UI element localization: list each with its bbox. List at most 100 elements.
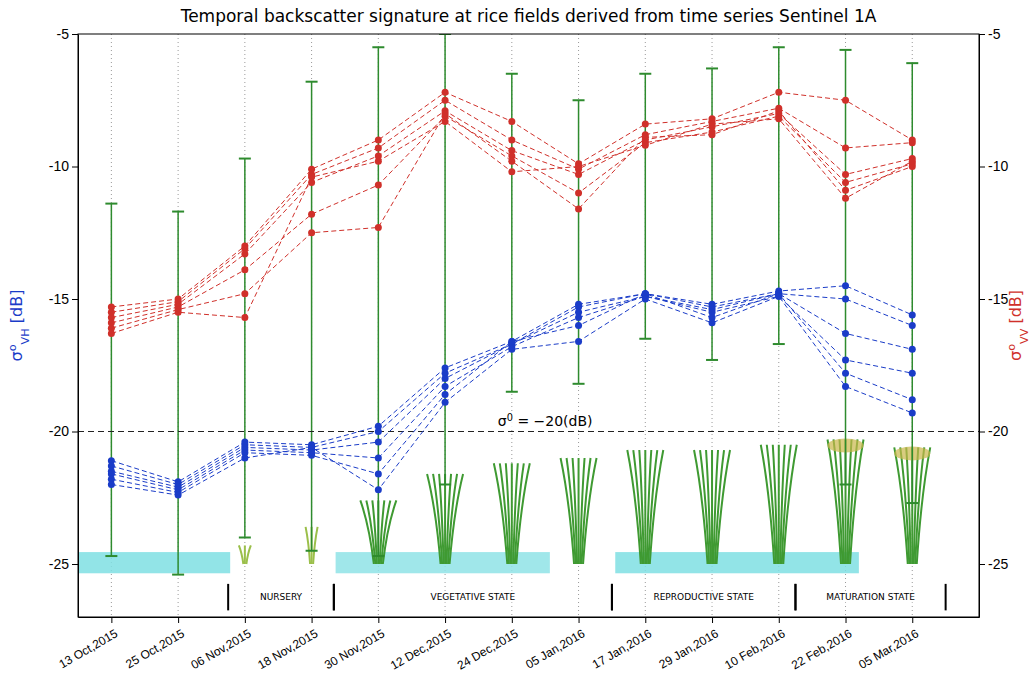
plant-blade [583,458,597,564]
series-point [842,330,849,337]
plant-blade [244,545,246,564]
grid-line [845,34,846,617]
series-line [111,100,912,312]
series-point [508,346,515,353]
plant-blade [917,447,931,564]
series-point [108,330,115,337]
plant-blade [840,439,845,564]
axis-line [79,617,980,618]
stage-bars [228,584,945,611]
plant-blade [448,474,457,564]
series-point [842,370,849,377]
series-point [375,439,382,446]
tick: -20 [979,423,1008,439]
tick-mark [579,617,580,623]
series-point [508,168,515,175]
whisker-cap [840,49,852,51]
label-patch [496,411,595,429]
tick-label: 24 Dec,2015 [455,626,521,672]
series-point [775,107,782,114]
series-point [575,322,582,329]
stage-boundary [794,584,796,611]
series-point [909,346,916,353]
tick-mark [445,617,446,623]
tick: -10 [49,158,78,174]
tick-label: -25 [49,556,69,572]
whisker-cap [172,211,184,213]
whisker-cap [172,574,184,576]
tick: 13 Oct,2015 [57,617,121,671]
series-point [575,205,582,212]
series-point [842,97,849,104]
series-point [375,158,382,165]
series-point [909,370,916,377]
series-point [575,163,582,170]
label-part: σ [498,413,507,429]
title: Temporal backscatter signature at rice f… [180,6,877,26]
tick-label: 17 Jan,2016 [590,626,654,671]
tick-label: -5 [57,26,70,42]
whisker-cap [506,391,518,393]
whisker-cap [239,537,251,539]
series-point [709,121,716,128]
label-patch [651,592,756,602]
series-point [442,97,449,104]
plant-blade [573,458,578,564]
series-point [442,89,449,96]
series-point [375,470,382,477]
tick: 05 Mar,2016 [856,617,921,672]
stage-label: REPRODUCTIVE STATE [653,592,754,602]
series-point [575,338,582,345]
series-point [842,296,849,303]
stage-boundary [333,584,335,611]
label-part: σ [7,351,26,361]
series-point [442,399,449,406]
tick: 30 Nov,2015 [322,617,387,672]
series-line [111,119,912,334]
plant-blade [849,439,858,564]
series-point [642,134,649,141]
threshold-annotation: σ0 = −20(dB) [496,411,595,429]
water [615,552,859,573]
tick-label: 25 Oct,2015 [123,626,187,671]
series-point [308,174,315,181]
series-point [508,137,515,144]
stage-labels: NURSERYVEGETATIVE STATEREPRODUCTIVE STAT… [258,592,917,602]
tick-mark [178,617,179,623]
series-point [175,309,182,316]
label-part: [dB] [1006,290,1025,329]
whisker-cap [773,343,785,345]
whisker [244,159,246,538]
threshold-line [78,431,979,432]
tick-mark [979,564,985,565]
series-point [108,481,115,488]
tick-label: -10 [988,158,1008,174]
tick: 25 Oct,2015 [123,617,187,671]
tick: -25 [49,556,78,572]
tick-label: 18 Nov,2015 [255,626,320,672]
tick-label: -20 [49,423,69,439]
series-line [111,296,912,495]
whisker [378,47,380,556]
whisker-cap [306,81,318,83]
series-point [909,139,916,146]
tick-label: 12 Dec,2015 [388,626,454,672]
tick-label: 05 Jan,2016 [523,626,587,671]
tick-label: -25 [988,556,1008,572]
y2-axis-title: σoVV [dB] [1005,290,1031,361]
plant-blade [239,545,244,564]
stage-boundary [611,584,613,611]
series-point [375,137,382,144]
tick-mark [779,617,780,623]
series-point [442,118,449,125]
stage-label: MATURATION STATE [826,592,915,602]
series-point [375,144,382,151]
grid-line [311,34,312,617]
label-patch [428,592,517,602]
series-point [375,224,382,231]
tick: -5 [979,26,1001,42]
tick-label: -5 [988,26,1001,42]
whisker-cap [573,99,585,101]
tick-mark [72,564,78,565]
grid-line [378,34,379,617]
